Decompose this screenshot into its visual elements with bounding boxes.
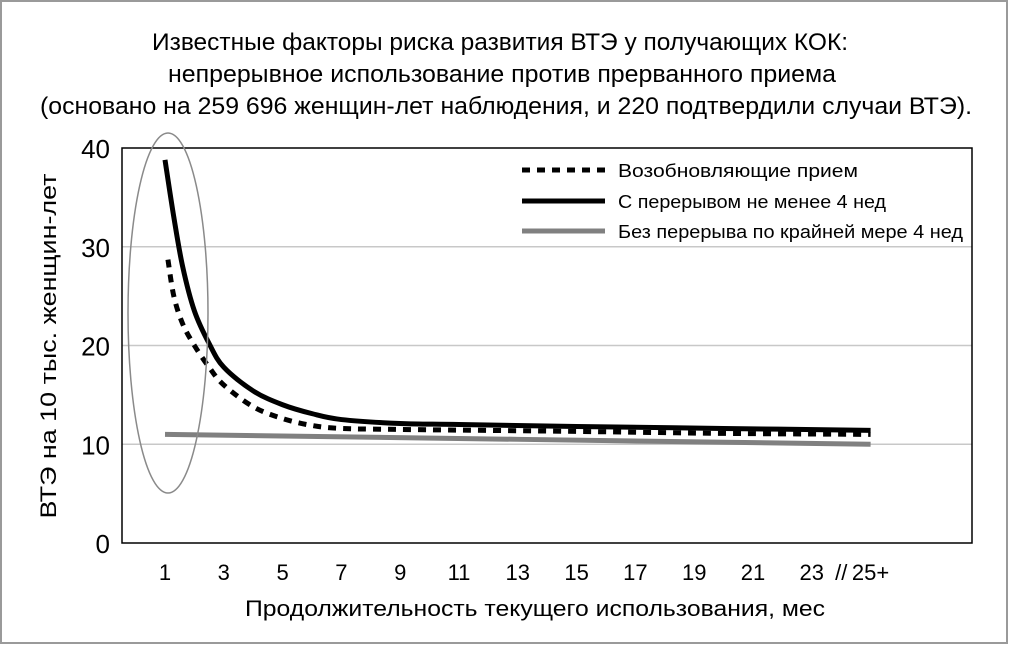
- chart-title-line-2: непрерывное использование против прерван…: [168, 61, 837, 88]
- series-line-resumed: [165, 259, 871, 437]
- x-tick-label: //: [835, 560, 848, 585]
- x-tick-label: 15: [564, 560, 588, 585]
- y-tick-label: 10: [81, 430, 110, 460]
- x-tick-label: 25+: [852, 560, 889, 585]
- legend-label-break: С перерывом не менее 4 нед: [618, 192, 887, 212]
- chart-title-line-3: (основано на 259 696 женщин-лет наблюден…: [40, 93, 972, 120]
- chart-title-line-1: Известные факторы риска развития ВТЭ у п…: [152, 29, 848, 56]
- x-tick-label: 9: [394, 560, 406, 585]
- x-tick-label: 19: [682, 560, 706, 585]
- legend-label-continuous: Без перерыва по крайней мере 4 нед: [618, 222, 964, 242]
- legend: Возобновляющие прием С перерывом не мене…: [522, 161, 964, 242]
- x-tick-label: 17: [623, 560, 647, 585]
- x-tick-label: 3: [218, 560, 230, 585]
- series-line-break: [162, 159, 871, 433]
- x-tick-label: 5: [276, 560, 288, 585]
- y-axis-label: ВТЭ на 10 тыс. женщин-лет: [36, 174, 61, 519]
- y-tick-label: 0: [96, 529, 110, 559]
- legend-label-resumed: Возобновляющие прием: [618, 161, 858, 181]
- x-tick-label: 7: [335, 560, 347, 585]
- y-tick-label: 20: [81, 332, 110, 362]
- y-tick-label: 40: [81, 134, 110, 164]
- x-tick-label: 23: [800, 560, 824, 585]
- plot-area: [121, 147, 973, 544]
- y-tick-label: 30: [81, 233, 110, 263]
- x-tick-label: 1: [159, 560, 171, 585]
- x-tick-label: 21: [741, 560, 765, 585]
- x-axis-label: Продолжительность текущего использования…: [245, 596, 825, 621]
- x-tick-label: 13: [506, 560, 530, 585]
- x-tick-label: 11: [448, 560, 471, 585]
- highlight-ellipse: [127, 132, 209, 494]
- series-line-continuous: [164, 431, 871, 447]
